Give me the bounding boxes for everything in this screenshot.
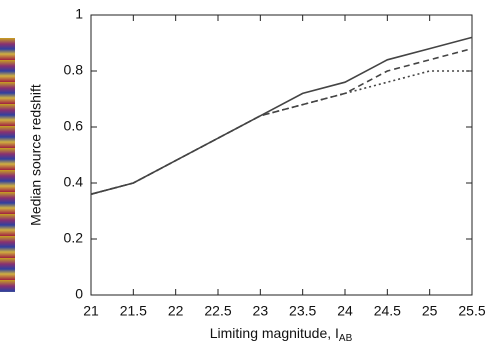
y-tick-label: 0.6 xyxy=(64,118,84,134)
x-tick-label: 25 xyxy=(422,303,438,319)
y-tick-label: 0.8 xyxy=(64,62,84,78)
x-tick-label: 23.5 xyxy=(289,303,316,319)
x-tick-label: 24.5 xyxy=(374,303,401,319)
x-tick-label: 25.5 xyxy=(458,303,485,319)
x-tick-label: 22 xyxy=(168,303,184,319)
x-tick-label: 24 xyxy=(337,303,353,319)
chart: Median source redshift Limiting magnitud… xyxy=(0,0,493,349)
series-line xyxy=(91,49,472,195)
y-tick-label: 1 xyxy=(75,6,83,22)
plot-frame xyxy=(91,15,472,295)
x-axis-label-sub: AB xyxy=(339,333,353,344)
series-line xyxy=(91,37,472,194)
series-line xyxy=(91,71,472,194)
y-tick-label: 0 xyxy=(75,286,83,302)
y-tick-label: 0.4 xyxy=(64,174,84,190)
x-tick-label: 23 xyxy=(253,303,269,319)
y-axis-label: Median source redshift xyxy=(28,84,44,226)
x-tick-label: 22.5 xyxy=(204,303,231,319)
y-tick-label: 0.2 xyxy=(64,230,84,246)
x-tick-label: 21.5 xyxy=(120,303,147,319)
x-axis-label: Limiting magnitude, IAB xyxy=(210,325,353,344)
x-axis-label-main: Limiting magnitude, I xyxy=(210,325,339,341)
page: Median source redshift Limiting magnitud… xyxy=(0,0,493,349)
x-tick-label: 21 xyxy=(83,303,99,319)
